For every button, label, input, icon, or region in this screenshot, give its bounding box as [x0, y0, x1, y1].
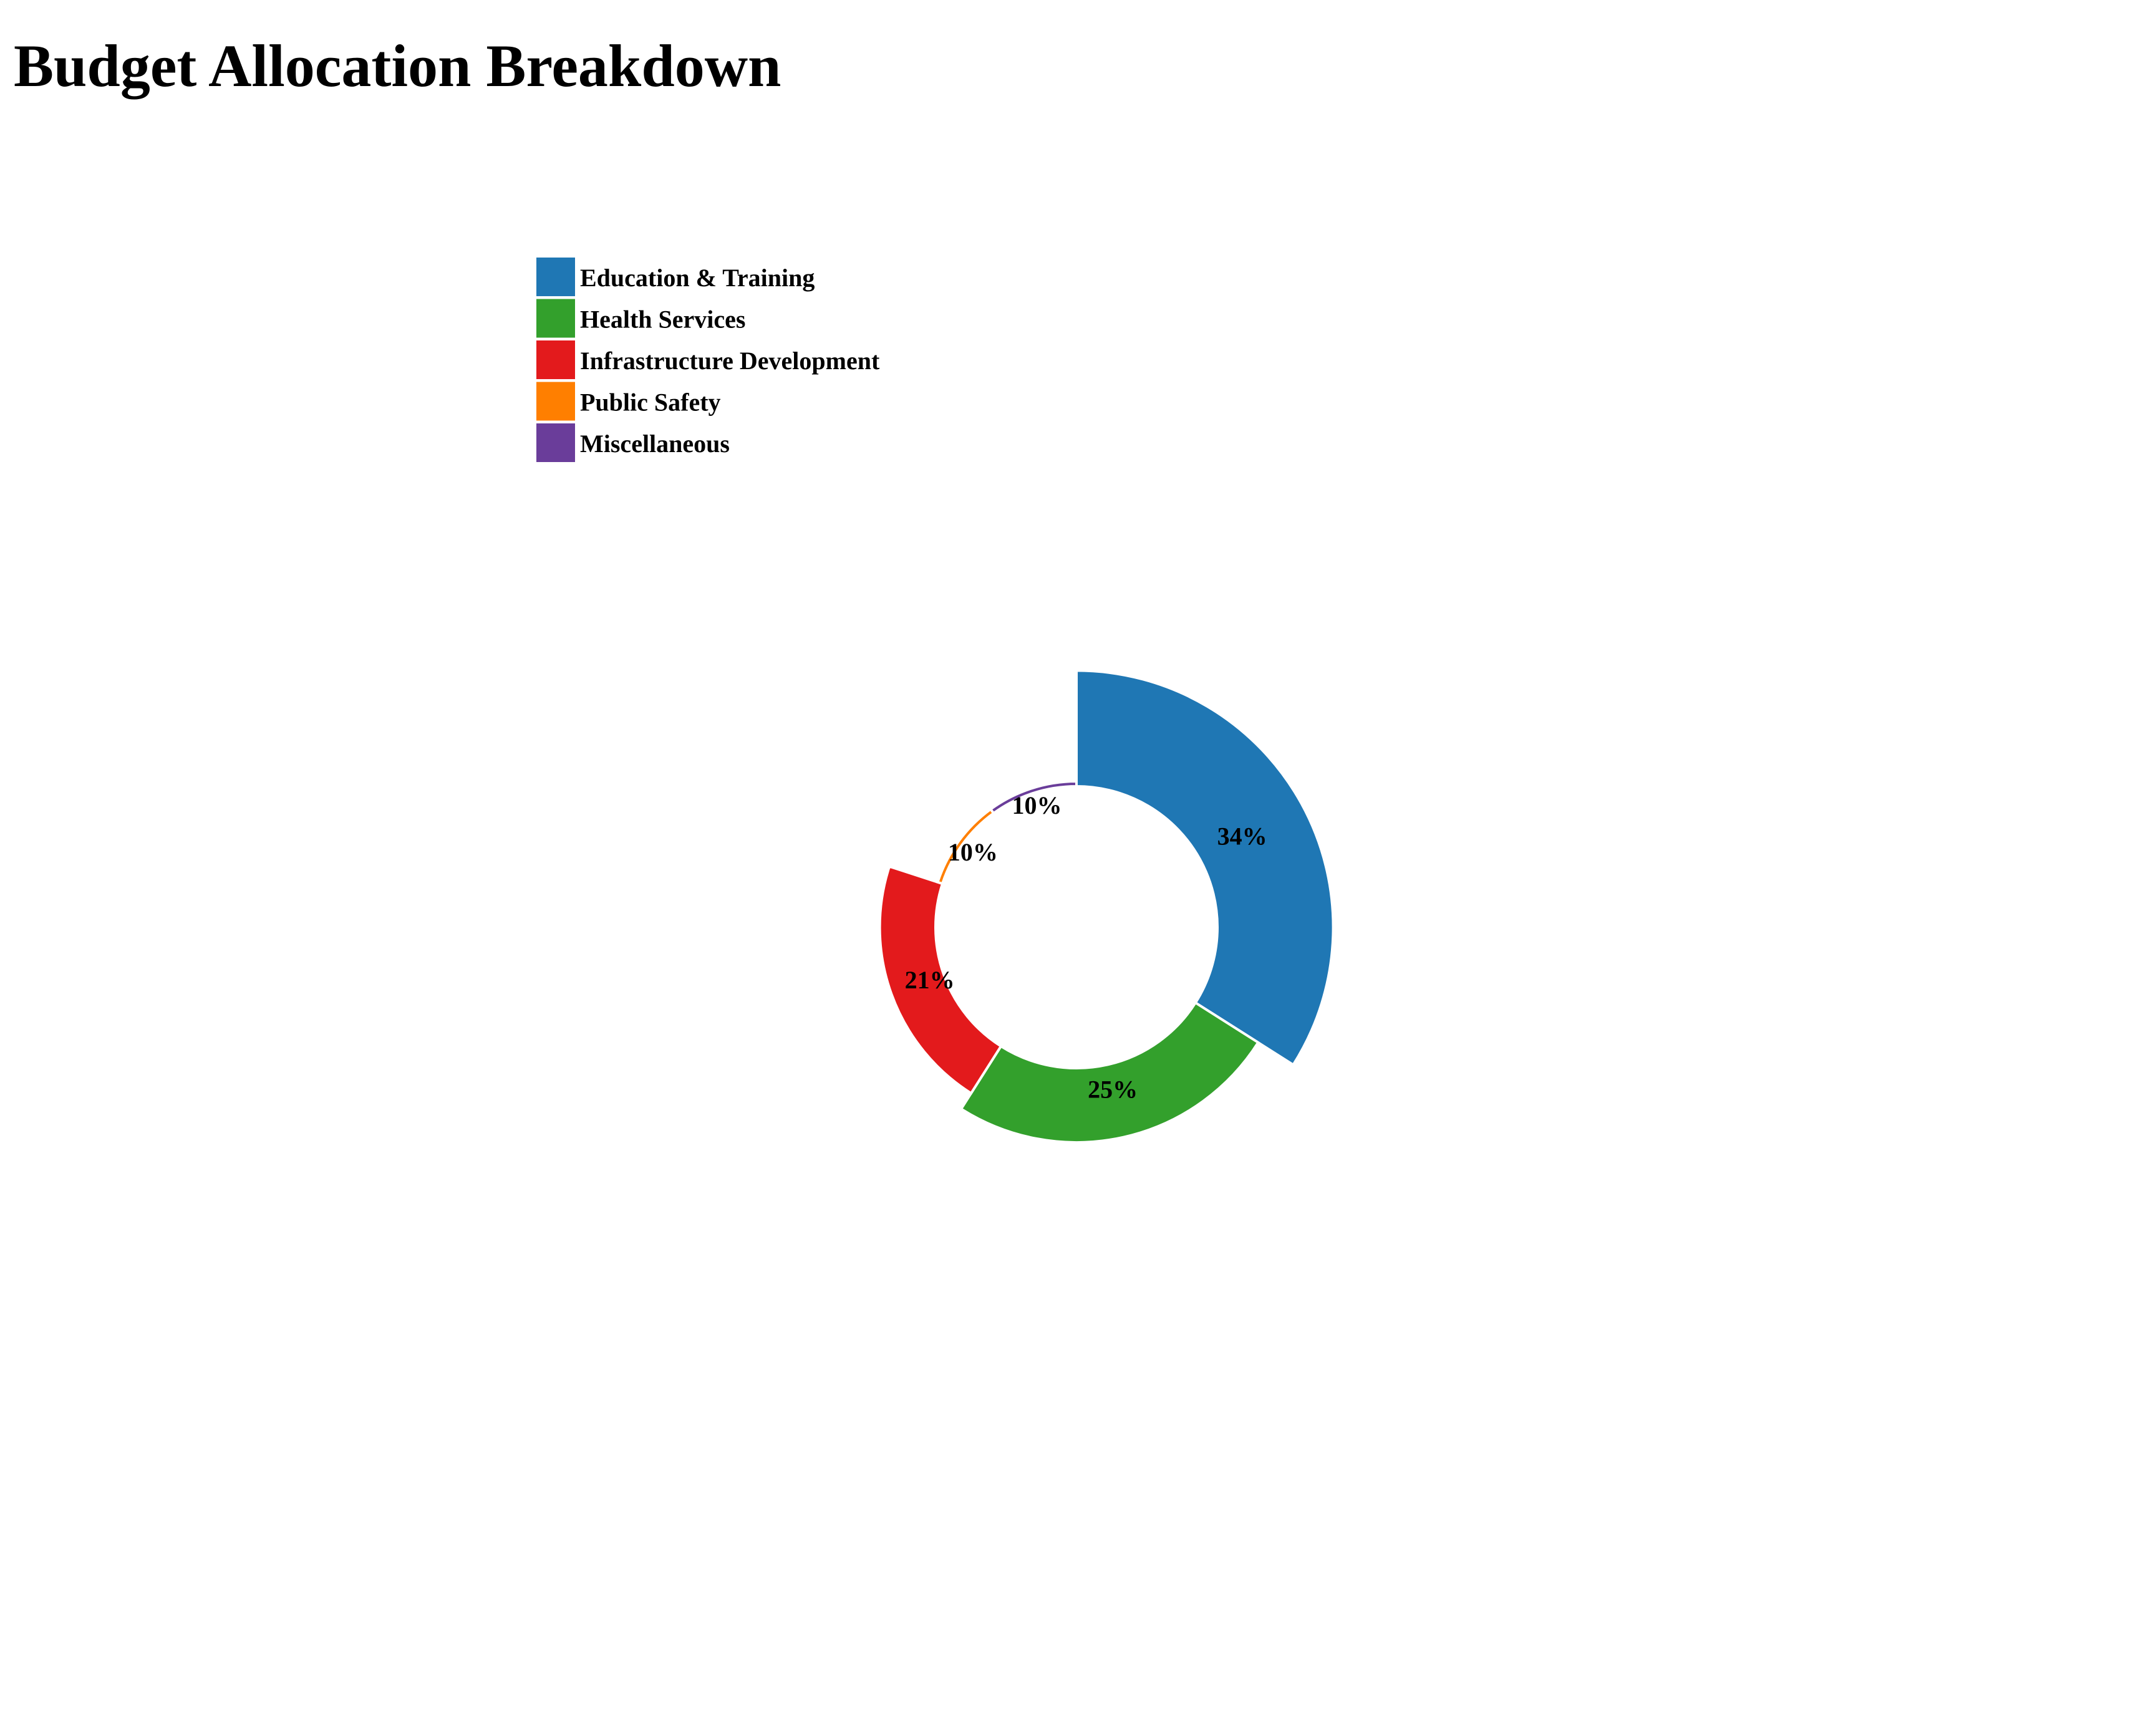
- legend-item-education-and-training: Education & Training: [536, 258, 815, 296]
- slice-label-infrastructure-development: 21%: [905, 966, 955, 994]
- legend-swatch-public-safety: [536, 382, 575, 421]
- legend-item-health-services: Health Services: [536, 299, 746, 338]
- slice-miscellaneous: [989, 779, 1078, 815]
- slice-label-health-services: 25%: [1088, 1076, 1138, 1104]
- slice-label-miscellaneous: 10%: [1012, 791, 1062, 819]
- legend-swatch-infrastructure-development: [536, 340, 575, 379]
- legend-label-health-services: Health Services: [580, 306, 746, 334]
- slice-label-public-safety: 10%: [948, 838, 998, 866]
- legend-label-miscellaneous: Miscellaneous: [580, 430, 730, 458]
- legend-label-infrastructure-development: Infrastructure Development: [580, 347, 880, 375]
- legend-swatch-education-and-training: [536, 258, 575, 296]
- legend-swatch-health-services: [536, 299, 575, 338]
- slice-health-services: [959, 1001, 1260, 1144]
- chart-title: Budget Allocation Breakdown: [14, 32, 781, 99]
- legend-label-public-safety: Public Safety: [580, 388, 721, 417]
- legend-item-miscellaneous: Miscellaneous: [536, 423, 730, 462]
- slice-infrastructure-development: [878, 865, 1003, 1096]
- slice-labels: 34% 25% 21% 10% 10%: [905, 791, 1267, 1103]
- legend-item-public-safety: Public Safety: [536, 382, 721, 421]
- legend-item-infrastructure-development: Infrastructure Development: [536, 340, 880, 379]
- donut-slices: [878, 669, 1335, 1144]
- legend-swatch-miscellaneous: [536, 423, 575, 462]
- slice-label-education-and-training: 34%: [1217, 822, 1267, 850]
- legend-label-education-and-training: Education & Training: [580, 264, 815, 292]
- legend: Education & Training Health Services Infra…: [536, 258, 880, 462]
- slice-education-and-training: [1075, 669, 1335, 1067]
